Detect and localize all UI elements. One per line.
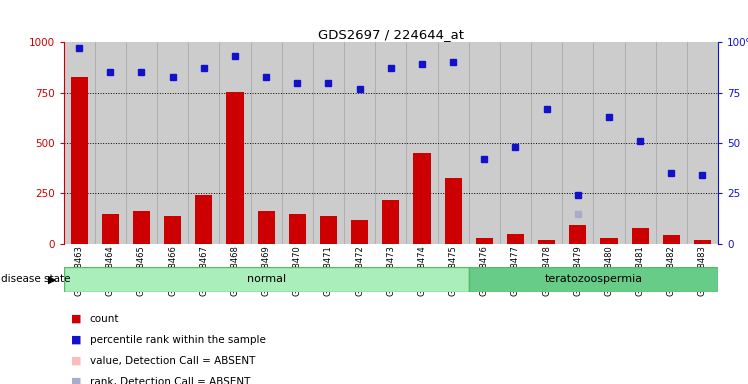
Bar [70, 76, 88, 244]
Bar [663, 235, 680, 244]
Bar [601, 238, 618, 244]
Bar [438, 42, 469, 244]
Bar [351, 220, 368, 244]
Text: percentile rank within the sample: percentile rank within the sample [90, 335, 266, 345]
Bar [344, 42, 375, 244]
Bar [562, 42, 593, 244]
Text: normal: normal [247, 274, 286, 285]
Bar [382, 200, 399, 244]
Bar [500, 42, 531, 244]
Bar [102, 214, 119, 244]
Bar [257, 211, 275, 244]
Bar [64, 267, 469, 292]
Bar [133, 210, 150, 244]
Bar [219, 42, 251, 244]
Bar [157, 42, 188, 244]
Text: ▶: ▶ [48, 274, 56, 285]
Bar [569, 225, 586, 244]
Bar [251, 42, 282, 244]
Text: ■: ■ [71, 377, 82, 384]
Text: value, Detection Call = ABSENT: value, Detection Call = ABSENT [90, 356, 255, 366]
Title: GDS2697 / 224644_at: GDS2697 / 224644_at [318, 28, 464, 41]
Bar [687, 42, 718, 244]
Bar [414, 153, 431, 244]
Bar [531, 42, 562, 244]
Bar [538, 240, 555, 244]
Bar [694, 240, 711, 244]
Bar [320, 216, 337, 244]
Text: disease state: disease state [1, 274, 70, 285]
Bar [625, 42, 656, 244]
Bar [126, 42, 157, 244]
Text: rank, Detection Call = ABSENT: rank, Detection Call = ABSENT [90, 377, 250, 384]
Text: ■: ■ [71, 356, 82, 366]
Bar [656, 42, 687, 244]
Bar [631, 228, 649, 244]
Bar [195, 195, 212, 244]
Bar [593, 42, 625, 244]
Text: ■: ■ [71, 314, 82, 324]
Bar [375, 42, 406, 244]
Text: ■: ■ [71, 335, 82, 345]
Bar [469, 267, 718, 292]
Text: teratozoospermia: teratozoospermia [545, 274, 643, 285]
Bar [507, 234, 524, 244]
Bar [444, 178, 462, 244]
Bar [95, 42, 126, 244]
Bar [282, 42, 313, 244]
Bar [164, 216, 181, 244]
Bar [469, 42, 500, 244]
Text: count: count [90, 314, 119, 324]
Bar [188, 42, 219, 244]
Bar [227, 92, 244, 244]
Bar [64, 42, 95, 244]
Bar [476, 238, 493, 244]
Bar [289, 214, 306, 244]
Bar [406, 42, 438, 244]
Bar [313, 42, 344, 244]
